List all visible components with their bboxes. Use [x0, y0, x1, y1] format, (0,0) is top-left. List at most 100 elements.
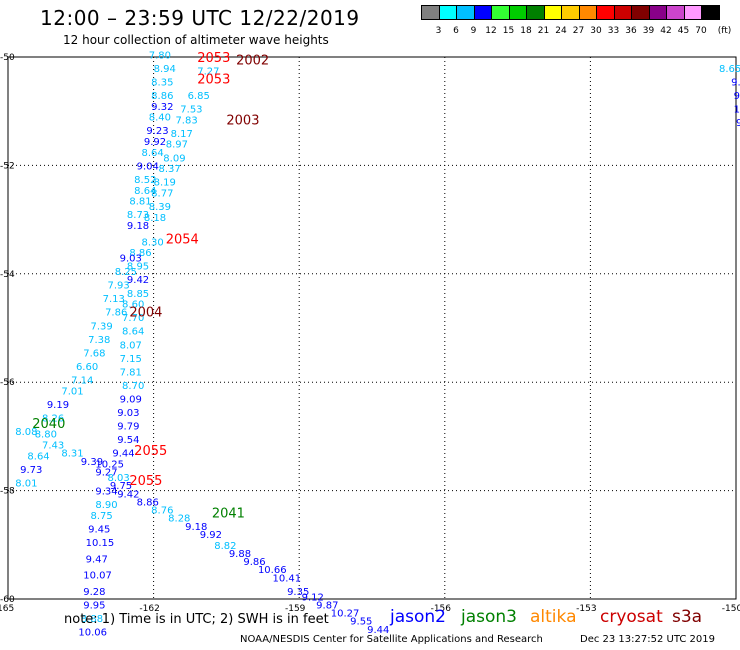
legend-label: 39	[642, 26, 655, 36]
credit-text: NOAA/NESDIS Center for Satellite Applica…	[240, 634, 543, 645]
wave-height-value: 9.32	[151, 102, 173, 113]
wave-height-value: 9.95	[83, 600, 105, 611]
legend-label: 15	[502, 26, 515, 36]
legend-label: 36	[625, 26, 637, 36]
legend-label: 27	[572, 26, 585, 36]
wave-height-value: 8.81	[129, 197, 151, 208]
wave-height-value: 7.81	[120, 367, 142, 378]
track-time-label: 2053	[197, 51, 230, 66]
wave-height-value: 10.07	[83, 571, 112, 582]
wave-height-value: 7.27	[197, 67, 219, 78]
lat-tick-label: -50	[0, 53, 15, 63]
lon-tick-label: -165	[0, 604, 14, 614]
wave-height-value: 8.19	[154, 178, 176, 189]
wave-height-value: 8.08	[15, 427, 37, 438]
wave-height-value: 6.85	[188, 91, 210, 102]
wave-height-value: 9.35	[287, 587, 309, 598]
wave-height-value: 8.17	[171, 129, 193, 140]
wave-height-value: 8.09	[163, 153, 185, 164]
wave-height-value: 7.93	[107, 281, 129, 292]
timestamp-text: Dec 23 13:27:52 UTC 2019	[580, 634, 715, 645]
wave-height-value: 7.14	[71, 375, 93, 386]
wave-height-value: 8.60	[122, 300, 144, 311]
wave-height-value: 8.40	[149, 113, 171, 124]
wave-height-value: 8.77	[151, 189, 173, 200]
wave-height-value: 8.88	[81, 614, 103, 625]
wave-height-value: 9.79	[117, 422, 139, 433]
legend-label: 21	[537, 26, 550, 36]
wave-height-value: 9.42	[127, 275, 149, 286]
legend-label: 70	[695, 26, 707, 36]
wave-height-value: 8.01	[15, 478, 37, 489]
lat-tick-label: -52	[0, 161, 15, 171]
wave-height-value: 9.03	[120, 254, 142, 265]
wave-height-value: 8.73	[127, 210, 149, 221]
wave-height-value: 9.27	[95, 468, 117, 479]
legend-label: 45	[677, 26, 690, 36]
wave-height-value: 8.37	[158, 164, 180, 175]
wave-height-value: 9.44	[112, 449, 134, 460]
legend-label: 24	[555, 26, 567, 36]
wave-height-value: 8.52	[134, 175, 156, 186]
wave-height-value: 10.27	[331, 609, 360, 620]
map-title: 12:00 – 23:59 UTC 12/22/2019	[40, 6, 360, 30]
wave-height-value: 9.18	[185, 522, 207, 533]
wave-height-value: 8.39	[149, 202, 171, 213]
wave-height-value: 7.39	[91, 321, 113, 332]
wave-height-value: 9.44	[367, 625, 389, 636]
legend-label: 3	[435, 26, 442, 36]
lon-tick-label: -150	[722, 604, 740, 614]
wave-height-value: 7.15	[120, 354, 142, 365]
lat-tick-label: -60	[0, 595, 15, 605]
wave-height-value: 9.55	[350, 617, 372, 628]
wave-height-value: 7.13	[103, 294, 125, 305]
wave-height-value: 8.64	[134, 186, 156, 197]
wave-height-value: 9.39	[81, 457, 103, 468]
map-frame	[7, 56, 737, 600]
track-time-label: 2040	[32, 417, 65, 432]
wave-height-value: 9.75	[110, 481, 132, 492]
wave-height-value: 9.09	[120, 394, 142, 405]
wave-height-value: 9.04	[137, 161, 159, 172]
wave-height-value: 8.86	[137, 497, 159, 508]
wave-height-value: 8.18	[144, 213, 166, 224]
wave-height-value: 8.82	[214, 541, 236, 552]
wave-height-value: 7.68	[83, 348, 105, 359]
wave-height-value: 9.18	[127, 221, 149, 232]
map-subtitle: 12 hour collection of altimeter wave hei…	[63, 33, 329, 47]
wave-height-value: 9.92	[200, 530, 222, 541]
wave-height-value: 8.80	[35, 430, 57, 441]
wave-height-value: 7.70	[122, 313, 144, 324]
wave-height-value: 9.34	[95, 487, 117, 498]
wave-height-value: 9.92	[144, 137, 166, 148]
wave-height-value: 8.64	[27, 451, 49, 462]
track-time-label: 2053	[197, 73, 230, 88]
legend-label: 9	[470, 26, 477, 36]
wave-height-value: 9.54	[117, 435, 139, 446]
wave-height-value: 8.76	[151, 506, 173, 517]
wave-height-value: 10.15	[86, 538, 115, 549]
legend-label: 33	[607, 26, 620, 36]
legend-label: 6	[453, 26, 459, 36]
wave-height-value: 8.35	[151, 77, 173, 88]
wave-height-value: 8.95	[127, 262, 149, 273]
lat-tick-label: -58	[0, 487, 15, 497]
wave-height-value: 9.28	[83, 587, 105, 598]
wave-height-value: 7.01	[61, 386, 83, 397]
legend-label: 30	[590, 26, 602, 36]
wave-height-value: 7.43	[42, 441, 64, 452]
wave-height-value: 8.28	[168, 514, 190, 525]
wave-height-value: 7.38	[88, 335, 110, 346]
legend-label: 18	[520, 26, 532, 36]
legend-unit: (ft)	[717, 26, 732, 36]
track-time-label: 2054	[166, 233, 199, 248]
wave-height-value: 8.70	[122, 381, 144, 392]
satellite-name: s3a	[672, 607, 703, 627]
wave-height-value: 10.06	[78, 628, 107, 639]
wave-height-value: 8.31	[61, 449, 83, 460]
wave-height-value: 8.75	[91, 511, 113, 522]
wave-height-value: 9.45	[88, 525, 110, 536]
track-time-label: 2041	[212, 506, 245, 521]
wave-height-value: 8.26	[42, 413, 64, 424]
wave-height-value: 10.5	[734, 104, 740, 115]
